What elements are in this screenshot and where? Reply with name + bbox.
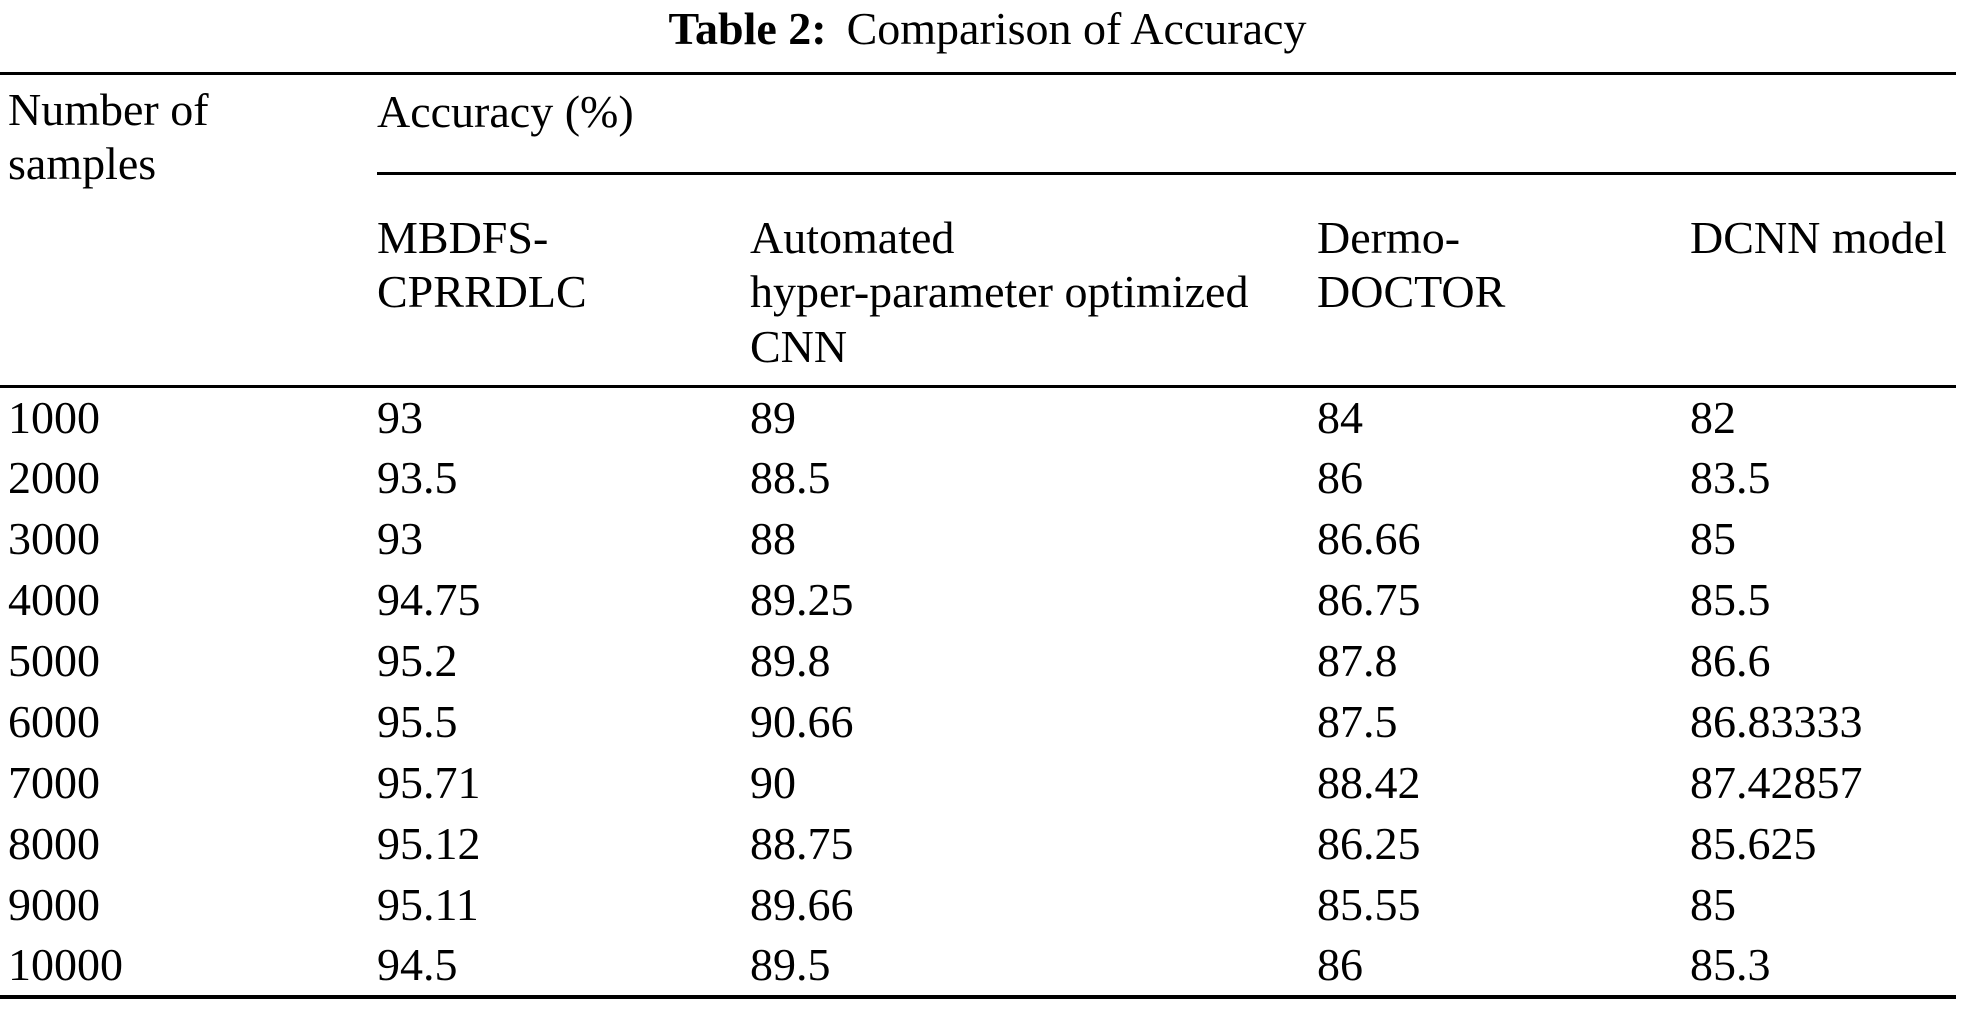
table-caption-text: Comparison of Accuracy: [846, 3, 1307, 54]
column-header-line: MBDFS-: [377, 212, 549, 263]
dermo-doctor-value-cell: 86.25: [1317, 817, 1421, 869]
auto-cnn-value-cell: 89.66: [750, 878, 854, 930]
column-header-automated-hyperparameter-cnn: Automated hyper-parameter optimized CNN: [750, 173, 1317, 388]
dermo-doctor-value-cell: 85.55: [1317, 878, 1421, 930]
dcnn-value-cell: 82: [1690, 391, 1736, 443]
mbdfs-value-cell: 93: [377, 512, 423, 564]
dermo-doctor-value-cell: 86.75: [1317, 573, 1421, 625]
column-header-line: hyper-parameter optimized: [750, 266, 1249, 318]
samples-cell: 3000: [8, 512, 100, 564]
samples-cell: 8000: [8, 817, 100, 869]
mbdfs-value-cell: 93.5: [377, 451, 458, 503]
auto-cnn-value-cell: 88.5: [750, 451, 831, 503]
samples-cell: 4000: [8, 573, 100, 625]
auto-cnn-value-cell: 89: [750, 391, 796, 443]
dermo-doctor-value-cell: 86: [1317, 935, 1690, 999]
column-header-line: Automated: [750, 212, 955, 263]
table-row: 2000 93.5 88.5 86 83.5: [0, 448, 1956, 509]
auto-cnn-value-cell: 89.8: [750, 634, 831, 686]
column-header-line: DCNN model: [1690, 212, 1947, 263]
column-header-dcnn-model: DCNN model: [1690, 173, 1957, 388]
samples-cell: 2000: [8, 451, 100, 503]
dermo-doctor-value-cell: 86.66: [1317, 512, 1421, 564]
mbdfs-value-cell: 95.12: [377, 817, 481, 869]
column-header-line: Number of: [8, 84, 209, 135]
samples-cell: 1000: [8, 391, 100, 443]
table-row: 3000 93 88 86.66 85: [0, 509, 1956, 570]
auto-cnn-value-cell: 90: [750, 756, 796, 808]
table-caption: Table 2: Comparison of Accuracy: [0, 0, 1975, 72]
column-header-line: Dermo-: [1317, 212, 1461, 263]
auto-cnn-value-cell: 88.75: [750, 817, 854, 869]
dcnn-value-cell: 85.3: [1690, 935, 1957, 999]
table-row: 9000 95.11 89.66 85.55 85: [0, 875, 1956, 936]
table-caption-label: Table 2:: [668, 3, 827, 54]
table-row: 7000 95.71 90 88.42 87.42857: [0, 753, 1956, 814]
group-header-row: Number of samples Accuracy (%): [0, 73, 1957, 388]
dcnn-value-cell: 85.5: [1690, 573, 1771, 625]
dermo-doctor-value-cell: 87.8: [1317, 634, 1398, 686]
mbdfs-value-cell: 93: [377, 391, 423, 443]
dermo-doctor-value-cell: 87.5: [1317, 695, 1398, 747]
dermo-doctor-value-cell: 86: [1317, 451, 1363, 503]
samples-cell: 9000: [8, 878, 100, 930]
dcnn-value-cell: 83.5: [1690, 451, 1771, 503]
table-row: 8000 95.12 88.75 86.25 85.625: [0, 814, 1956, 875]
mbdfs-value-cell: 94.75: [377, 573, 481, 625]
dcnn-value-cell: 87.42857: [1690, 756, 1863, 808]
auto-cnn-value-cell: 90.66: [750, 695, 854, 747]
column-group-header-accuracy: Accuracy (%): [377, 73, 1957, 175]
table-row: 6000 95.5 90.66 87.5 86.83333: [0, 692, 1956, 753]
method-header-row: MBDFS- CPRRDLC Automated hyper-parameter…: [0, 173, 1957, 388]
column-header-dermo-doctor: Dermo- DOCTOR: [1317, 173, 1690, 388]
mbdfs-value-cell: 95.11: [377, 878, 479, 930]
auto-cnn-value-cell: 89.25: [750, 573, 854, 625]
column-header-line: samples: [8, 138, 157, 190]
mbdfs-value-cell: 95.71: [377, 756, 481, 808]
column-header-number-of-samples: Number of samples: [0, 73, 377, 388]
auto-cnn-value-cell: 88: [750, 512, 796, 564]
samples-cell: 5000: [8, 634, 100, 686]
auto-cnn-value-cell: 89.5: [750, 935, 1317, 999]
accuracy-comparison-table: Number of samples Accuracy (%) MBDFS- CP…: [0, 72, 1957, 999]
dcnn-value-cell: 85: [1690, 512, 1736, 564]
dcnn-value-cell: 86.6: [1690, 634, 1771, 686]
dcnn-value-cell: 85: [1690, 878, 1736, 930]
column-header-mbdfs-cprrdlc: MBDFS- CPRRDLC: [377, 173, 750, 388]
table-row: 10000 94.5 89.5 86 85.3: [0, 935, 1957, 999]
column-header-line: CPRRDLC: [377, 266, 587, 318]
dcnn-value-cell: 85.625: [1690, 817, 1817, 869]
dermo-doctor-value-cell: 88.42: [1317, 756, 1421, 808]
samples-cell: 7000: [8, 756, 100, 808]
samples-cell: 6000: [8, 695, 100, 747]
column-header-line: DOCTOR: [1317, 266, 1506, 318]
table-row: 5000 95.2 89.8 87.8 86.6: [0, 631, 1956, 692]
samples-cell: 10000: [0, 935, 377, 999]
dermo-doctor-value-cell: 84: [1317, 391, 1363, 443]
mbdfs-value-cell: 95.2: [377, 634, 458, 686]
column-header-line: CNN: [750, 320, 848, 372]
mbdfs-value-cell: 94.5: [377, 935, 750, 999]
mbdfs-value-cell: 95.5: [377, 695, 458, 747]
table-row: 4000 94.75 89.25 86.75 85.5: [0, 570, 1956, 631]
group-header-label: Accuracy (%): [377, 86, 634, 137]
dcnn-value-cell: 86.83333: [1690, 695, 1863, 747]
table-row: 1000 93 89 84 82: [0, 387, 1956, 448]
